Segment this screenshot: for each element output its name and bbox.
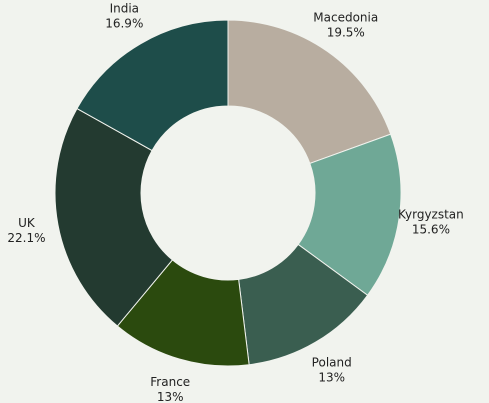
slice-label: UK <box>18 216 36 230</box>
slice-value-label: 13% <box>318 370 345 384</box>
slice-label: India <box>110 2 139 16</box>
slice-label: France <box>150 375 190 389</box>
slice-label: Poland <box>312 355 352 369</box>
slice-label: Kyrgyzstan <box>398 208 464 222</box>
slice-value-label: 16.9% <box>105 17 143 31</box>
slice-value-label: 13% <box>157 390 184 403</box>
donut-slice <box>54 107 174 327</box>
slice-value-label: 19.5% <box>327 26 365 40</box>
slice-value-label: 22.1% <box>7 231 45 245</box>
slice-value-label: 15.6% <box>412 223 450 237</box>
donut-slice <box>227 19 392 165</box>
donut-slice <box>76 19 229 152</box>
donut-slice <box>297 133 402 296</box>
slice-label: Macedonia <box>313 11 378 25</box>
